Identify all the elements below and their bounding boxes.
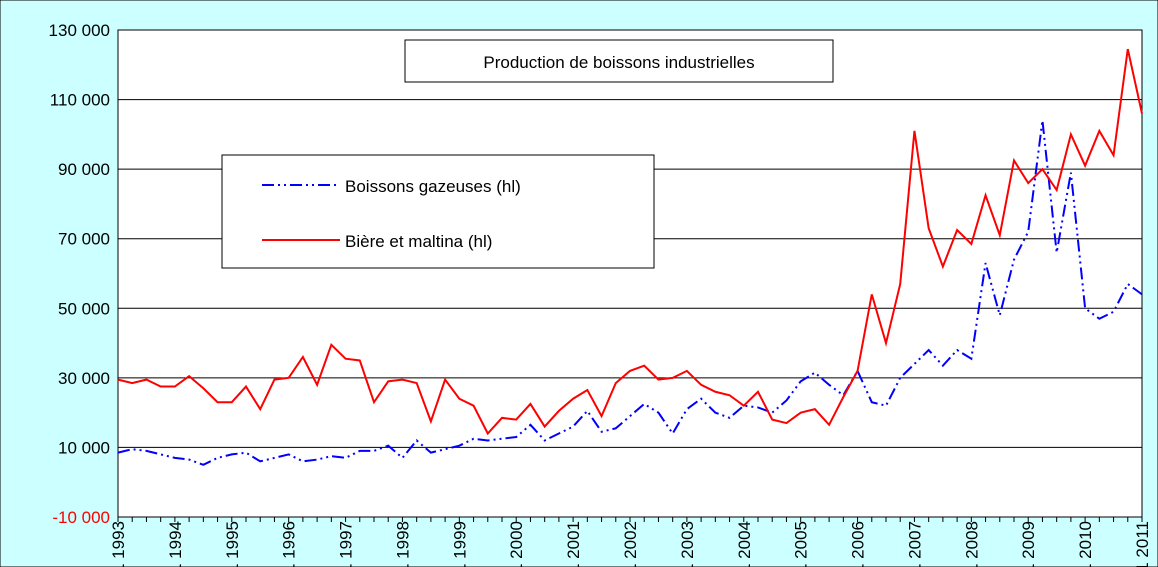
legend — [221, 154, 655, 269]
y-tick-label: 30 000 — [58, 369, 110, 388]
x-tick-label: T1 2001 — [564, 521, 583, 567]
y-tick-label: 90 000 — [58, 160, 110, 179]
x-tick-label: T1 2002 — [621, 521, 640, 567]
x-tick-label: T1 2008 — [962, 521, 981, 567]
y-tick-label: 110 000 — [50, 91, 110, 110]
x-tick-label: T1 2005 — [792, 521, 811, 567]
y-tick-label: -10 000 — [52, 508, 110, 527]
x-tick-label: T1 1996 — [280, 521, 299, 567]
x-tick-label: T1 2010 — [1076, 521, 1095, 567]
series-line — [117, 120, 1143, 466]
x-tick-label: T1 2003 — [678, 521, 697, 567]
legend-label: Boissons gazeuses (hl) — [345, 177, 521, 196]
chart-title: Production de boissons industrielles — [483, 53, 754, 72]
x-tick-label: T1 1993 — [109, 521, 128, 567]
x-tick-label: T1 1998 — [393, 521, 412, 567]
x-tick-label: T1 2006 — [849, 521, 868, 567]
y-tick-label: 10 000 — [58, 438, 110, 457]
x-tick-label: T1 2004 — [735, 521, 754, 567]
x-tick-label: T1 2000 — [507, 521, 526, 567]
y-tick-label: 50 000 — [58, 299, 110, 318]
x-tick-label: T1 1999 — [450, 521, 469, 567]
x-tick-label: T1 2007 — [905, 521, 924, 567]
title-box — [404, 39, 834, 83]
x-tick-label: T1 1995 — [223, 521, 242, 567]
series-line — [117, 48, 1143, 436]
y-tick-label: 130 000 — [49, 21, 110, 40]
x-tick-label: T1 2009 — [1019, 521, 1038, 567]
legend-label: Bière et maltina (hl) — [345, 232, 492, 251]
x-tick-label: T1 1994 — [166, 521, 185, 567]
x-tick-label: T1 1997 — [337, 521, 356, 567]
y-tick-label: 70 000 — [58, 230, 110, 249]
x-tick-label: T1 2011 — [1133, 521, 1152, 567]
plot-area — [117, 29, 1143, 518]
